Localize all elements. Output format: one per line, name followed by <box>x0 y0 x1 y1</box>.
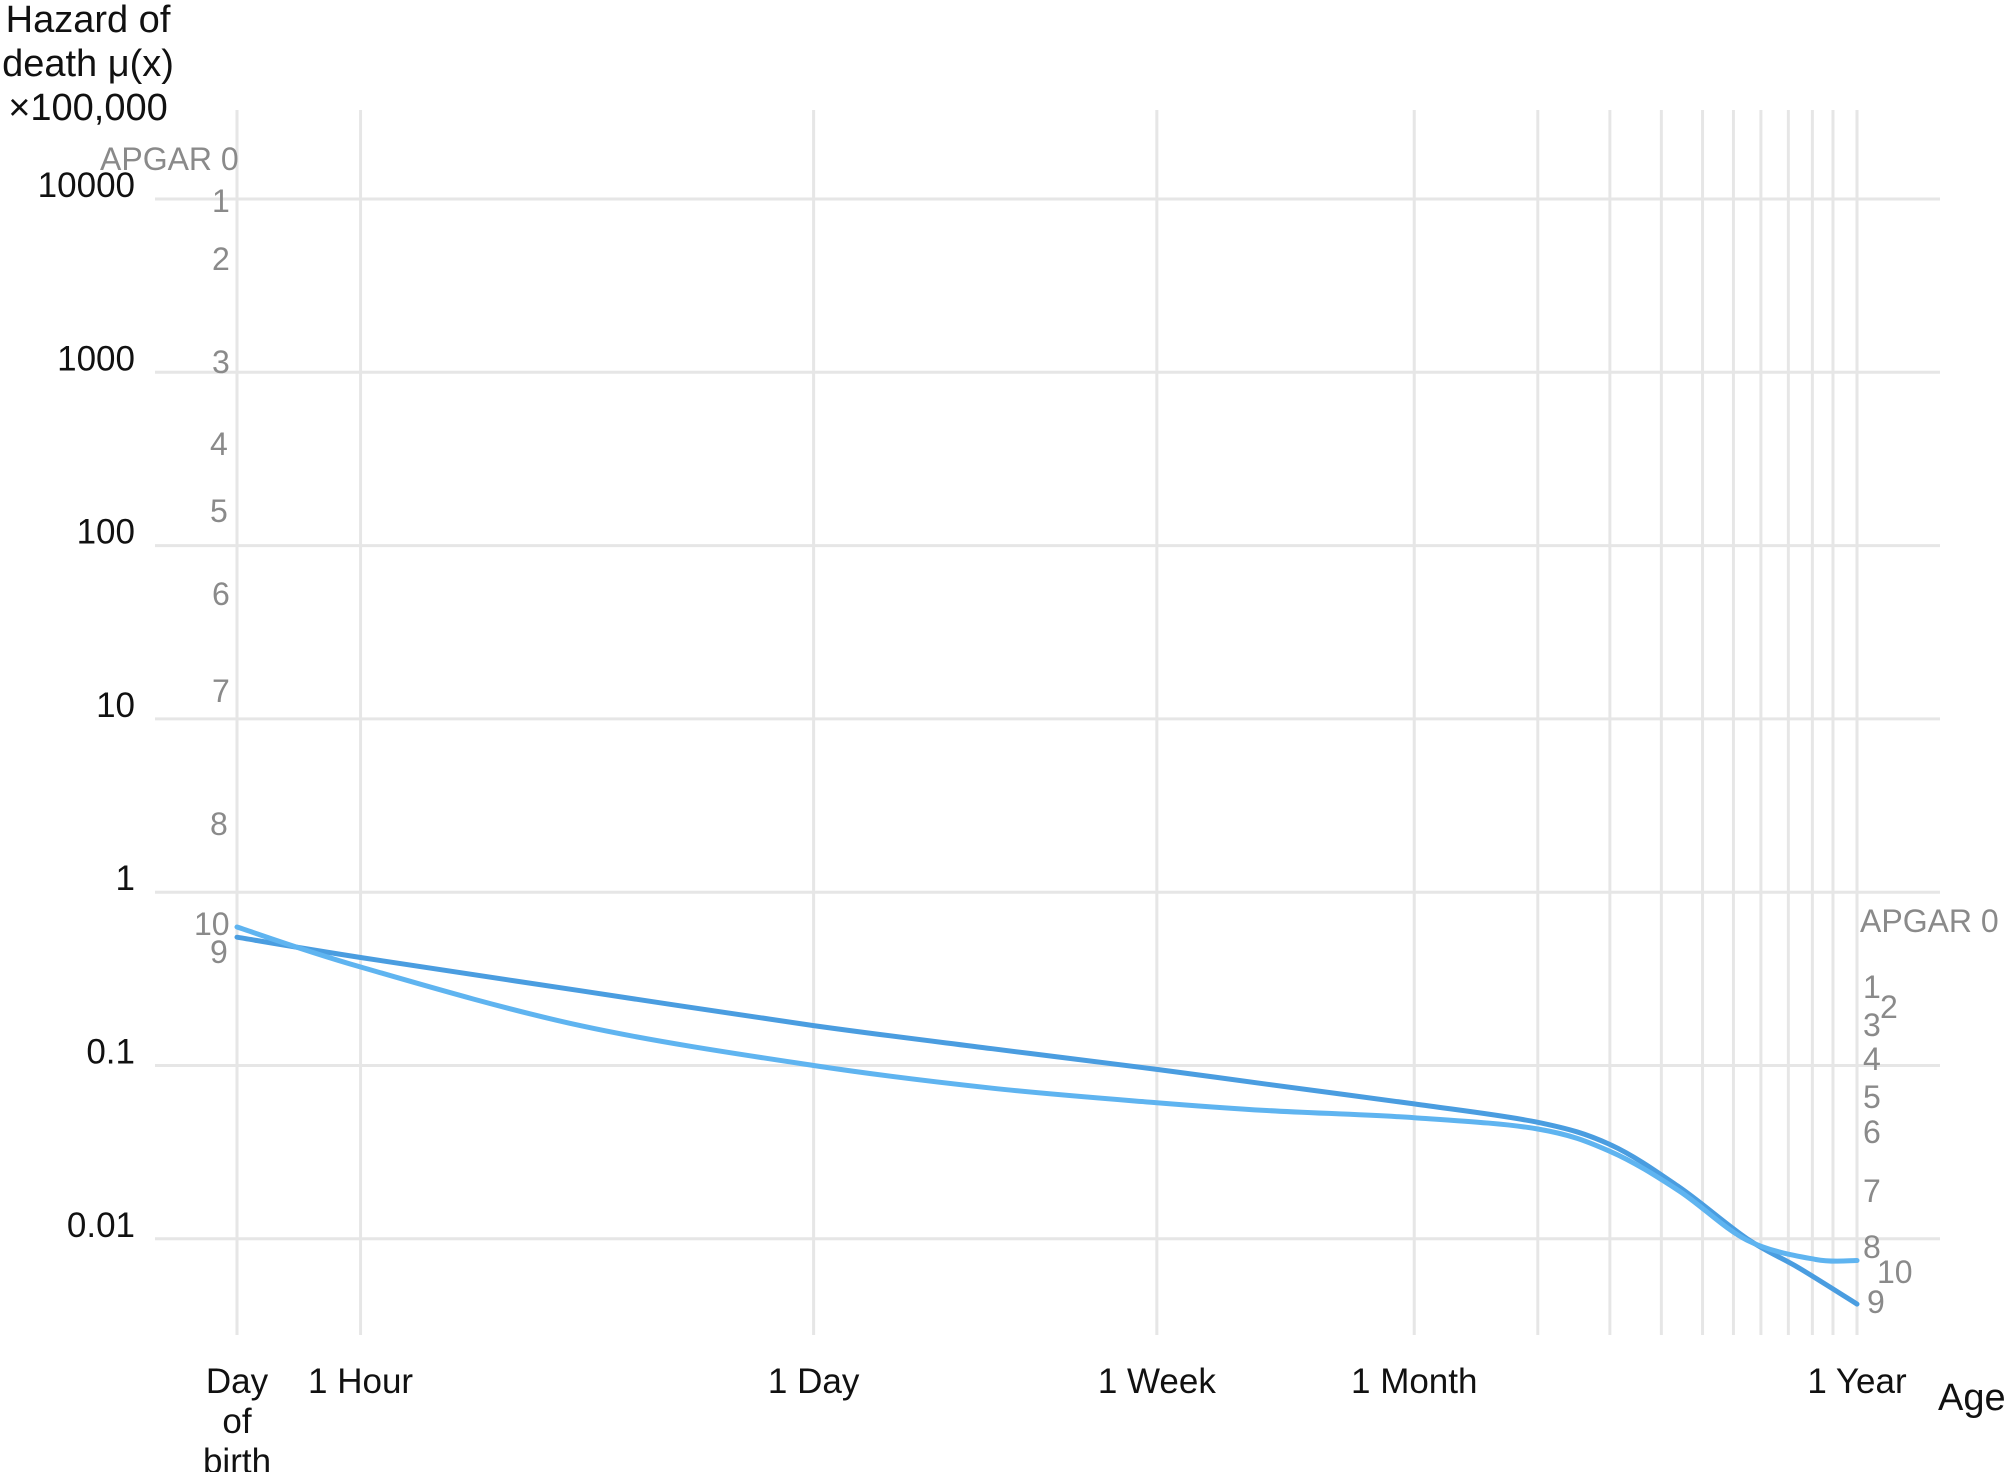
x-tick-label-3: 1 Week <box>1098 1362 1217 1401</box>
apgar-right-label-1: 1 <box>1863 969 1881 1005</box>
apgar-left-label-7: 7 <box>212 673 230 709</box>
apgar-labels-left: APGAR 0 1 2 3 4 5 6 7 8 109 <box>100 141 239 970</box>
y-tick-label-6: 0.01 <box>67 1206 135 1245</box>
apgar-right-label-7: 7 <box>1863 1173 1881 1209</box>
apgar-right-label-6: 6 <box>1863 1114 1881 1150</box>
series-line-0 <box>234 934 1860 1307</box>
x-tick-label-0: Day of birth <box>203 1362 271 1472</box>
x-tick-label-4: 1 Month <box>1351 1362 1477 1401</box>
y-tick-label-5: 0.1 <box>86 1033 135 1072</box>
apgar-left-label-3: 3 <box>212 344 230 380</box>
apgar-left-label-6: 6 <box>212 576 230 612</box>
apgar-right-label-10: 9 <box>1867 1284 1885 1320</box>
y-tick-label-3: 10 <box>96 686 135 725</box>
apgar-left-label-10: 9 <box>210 934 228 970</box>
series-line-1 <box>234 924 1860 1264</box>
y-axis-title: Hazard of death μ(x) ×100,000 <box>2 0 174 129</box>
apgar-right-label-9: 10 <box>1877 1254 1913 1290</box>
series-layer <box>234 924 1860 1307</box>
x-tick-label-2: 1 Day <box>768 1362 860 1401</box>
apgar-right-label-3: 3 <box>1863 1007 1881 1043</box>
apgar-left-label-4: 4 <box>210 426 228 462</box>
y-tick-label-1: 1000 <box>57 339 135 378</box>
x-tick-label-1: 1 Hour <box>308 1362 413 1401</box>
apgar-left-label-0: APGAR 0 <box>100 141 239 177</box>
apgar-left-label-8: 8 <box>210 806 228 842</box>
apgar-left-label-2: 2 <box>212 241 230 277</box>
y-tick-label-4: 1 <box>116 859 135 898</box>
x-axis-title: Age <box>1938 1377 2006 1419</box>
apgar-left-label-5: 5 <box>210 493 228 529</box>
x-tick-labels: Day of birth 1 Hour 1 Day 1 Week 1 Month 1 Year <box>203 1362 1907 1472</box>
apgar-right-label-2: 2 <box>1880 989 1898 1025</box>
apgar-right-label-8: 8 <box>1863 1229 1881 1265</box>
x-tick-label-5: 1 Year <box>1807 1362 1907 1401</box>
y-tick-label-2: 100 <box>77 513 135 552</box>
horizontal-gridlines <box>155 197 1940 1241</box>
y-tick-label-0: 10000 <box>38 166 135 205</box>
apgar-right-label-0: APGAR 0 <box>1860 903 1999 939</box>
y-tick-labels: 10000 1000 100 10 1 0.1 0.01 <box>38 166 135 1245</box>
apgar-left-label-9: 10 <box>194 906 230 942</box>
apgar-right-label-5: 5 <box>1863 1079 1881 1115</box>
apgar-right-label-4: 4 <box>1863 1041 1881 1077</box>
apgar-left-label-1: 1 <box>212 183 230 219</box>
